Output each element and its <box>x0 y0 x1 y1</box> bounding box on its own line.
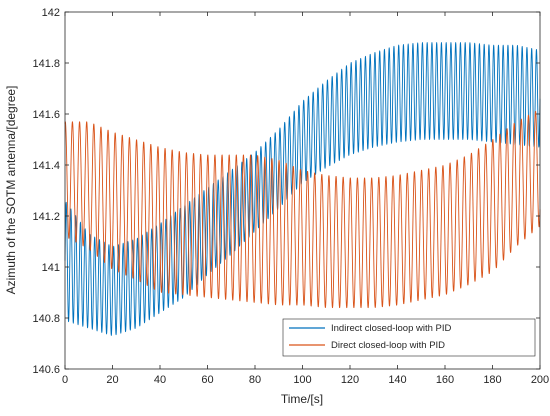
series-line-indirect <box>64 42 541 336</box>
x-tick-label: 40 <box>154 374 166 386</box>
y-tick-label: 141.4 <box>32 160 60 172</box>
x-axis-label: Time/[s] <box>281 392 323 406</box>
x-tick-label: 120 <box>341 374 359 386</box>
x-tick-label: 180 <box>483 374 501 386</box>
y-tick-label: 141 <box>42 262 60 274</box>
x-tick-label: 80 <box>249 374 261 386</box>
x-tick-label: 160 <box>436 374 454 386</box>
y-tick-label: 141.6 <box>32 109 60 121</box>
x-tick-label: 0 <box>62 374 68 386</box>
legend: Indirect closed-loop with PID Direct clo… <box>282 318 536 357</box>
x-tick-label: 140 <box>388 374 406 386</box>
x-tick-label: 60 <box>201 374 213 386</box>
y-tick-label: 140.8 <box>32 313 60 325</box>
y-tick-label: 141.2 <box>32 211 60 223</box>
x-tick-label: 200 <box>531 374 549 386</box>
series-layer <box>64 42 541 336</box>
legend-label-direct: Direct closed-loop with PID <box>331 340 445 351</box>
y-axis-label: Azimuth of the SOTM antenna/[degree] <box>4 86 18 295</box>
y-tick-label: 142 <box>42 7 60 19</box>
x-tick-label: 100 <box>293 374 311 386</box>
y-tick-label: 140.6 <box>32 364 60 376</box>
legend-box <box>282 318 536 357</box>
y-tick-label: 141.8 <box>32 58 60 70</box>
x-tick-label: 20 <box>106 374 118 386</box>
legend-label-indirect: Indirect closed-loop with PID <box>331 323 452 334</box>
tick-layer: 0 20 40 60 80 100 120 140 160 180 200 140.6 140.8 141… <box>32 7 549 386</box>
series-line-direct <box>64 110 541 309</box>
